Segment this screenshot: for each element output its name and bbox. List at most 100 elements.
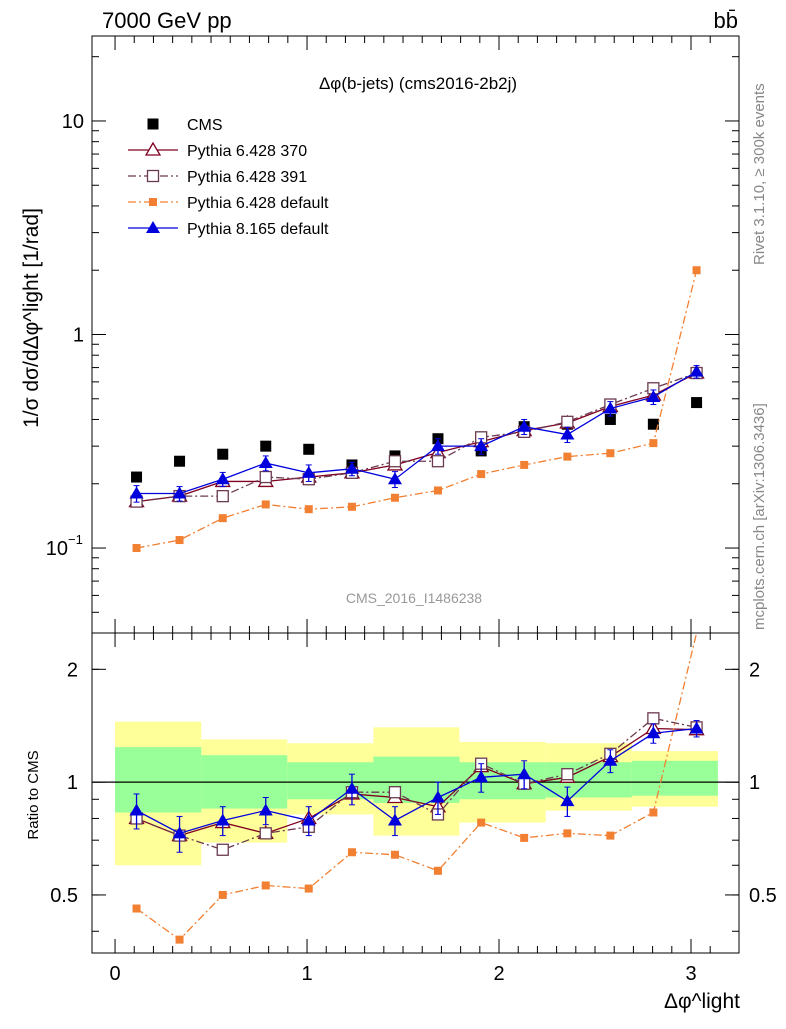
data-point (304, 884, 313, 893)
energy-label: 7000 GeV pp (102, 8, 232, 33)
legend-item: CMS (147, 117, 223, 134)
data-point (430, 439, 445, 452)
data-point (218, 514, 227, 523)
data-point (649, 808, 658, 817)
main-y-tick-label-exp: −1 (68, 532, 83, 547)
data-point (691, 397, 703, 409)
legend-label: Pythia 6.428 391 (187, 169, 307, 186)
ratio-band-inner (115, 747, 202, 813)
x-tick-label: 1 (301, 963, 312, 985)
ratio-series-group (128, 632, 705, 944)
legend-item: Pythia 6.428 391 (128, 169, 307, 186)
ratio-y-tick-label-right: 0.5 (749, 885, 777, 907)
legend-label: Pythia 6.428 370 (187, 143, 307, 160)
ratio-band-inner (631, 760, 718, 796)
data-point (430, 790, 445, 803)
data-point (215, 813, 230, 826)
data-point (129, 803, 144, 816)
data-point (215, 472, 230, 485)
data-point (388, 455, 402, 468)
data-point (520, 833, 529, 842)
data-point (175, 536, 184, 545)
series-pythia-6-428-default (132, 632, 698, 944)
legend-label: CMS (187, 117, 223, 134)
ratio-uncertainty-bands (92, 721, 739, 866)
data-point (647, 712, 660, 725)
legend-marker (146, 169, 160, 183)
data-point (606, 831, 615, 840)
data-point (433, 866, 442, 875)
ratio-band-inner (373, 756, 460, 803)
data-point (347, 502, 356, 511)
x-tick-label: 2 (493, 963, 504, 985)
series-line (136, 371, 697, 495)
data-point (387, 813, 402, 826)
main-ylabel: 1/σ dσ/dΔφ^light [1/rad] (20, 208, 43, 428)
ratio-plot-frame (91, 632, 740, 954)
legend-item: Pythia 6.428 370 (128, 141, 307, 160)
data-point (647, 418, 659, 430)
ratio-y-tick-label: 1 (67, 772, 78, 794)
rivet-label: Rivet 3.1.10, ≥ 300k events (751, 83, 768, 265)
series-pythia-8-165-default (129, 720, 704, 853)
data-point (344, 461, 359, 474)
data-point (301, 813, 316, 826)
x-tick-label: 3 (685, 963, 696, 985)
series-line (136, 270, 698, 549)
data-point (172, 826, 187, 839)
data-point (261, 881, 270, 890)
data-point (217, 448, 229, 460)
data-point (646, 726, 661, 739)
data-point (387, 472, 402, 485)
main-y-tick-label: 1 (73, 325, 84, 347)
main-y-tick-label: 10 (62, 111, 84, 133)
data-point (689, 721, 704, 734)
data-point (431, 455, 445, 468)
data-point (388, 786, 402, 799)
data-point (216, 843, 229, 856)
data-point (649, 439, 658, 448)
legend: CMS Pythia 6.428 370 Pythia 6.428 391 Pythi… (128, 117, 329, 238)
data-point (606, 449, 615, 458)
series-line (136, 372, 697, 503)
data-point (561, 768, 574, 781)
data-point (260, 440, 272, 452)
data-point (474, 439, 489, 452)
data-point (259, 827, 272, 840)
x-tick-label: 0 (109, 963, 120, 985)
analysis-id: CMS_2016_I1486238 (346, 590, 482, 606)
ratio-y-tick-label-right: 2 (749, 659, 760, 681)
data-point (175, 935, 184, 944)
data-point (347, 848, 356, 857)
data-point (304, 505, 313, 514)
data-point (477, 818, 486, 827)
legend-marker (146, 221, 160, 233)
series-pythia-6-428-default (132, 266, 701, 553)
data-point (259, 470, 272, 484)
plot-title: Δφ(b-jets) (cms2016-2b2j) (319, 74, 517, 93)
data-point (301, 465, 316, 478)
data-point (561, 415, 574, 428)
legend-marker (147, 118, 159, 130)
ratio-band-inner (287, 762, 374, 800)
legend-item: Pythia 8.165 default (128, 221, 329, 238)
data-point (258, 456, 273, 469)
data-point (646, 389, 661, 402)
data-point (261, 500, 270, 509)
legend-marker (144, 141, 162, 156)
data-point (303, 443, 315, 455)
data-point (216, 489, 229, 503)
data-point (603, 753, 618, 766)
data-point (560, 794, 575, 807)
ratio-axis-ticks: 0 1 2 3 0.5 0.5 1 1 2 2 (50, 633, 777, 985)
data-point (129, 486, 144, 499)
ratio-band-inner (545, 762, 632, 798)
ratio-y-tick-label: 2 (67, 659, 78, 681)
legend-label: Pythia 8.165 default (187, 221, 329, 238)
series-line (136, 727, 697, 835)
main-y-tick-label: 10 (46, 538, 68, 560)
data-point (433, 486, 442, 495)
series-pythia-6-428-370 (128, 364, 705, 508)
data-point (132, 904, 141, 913)
